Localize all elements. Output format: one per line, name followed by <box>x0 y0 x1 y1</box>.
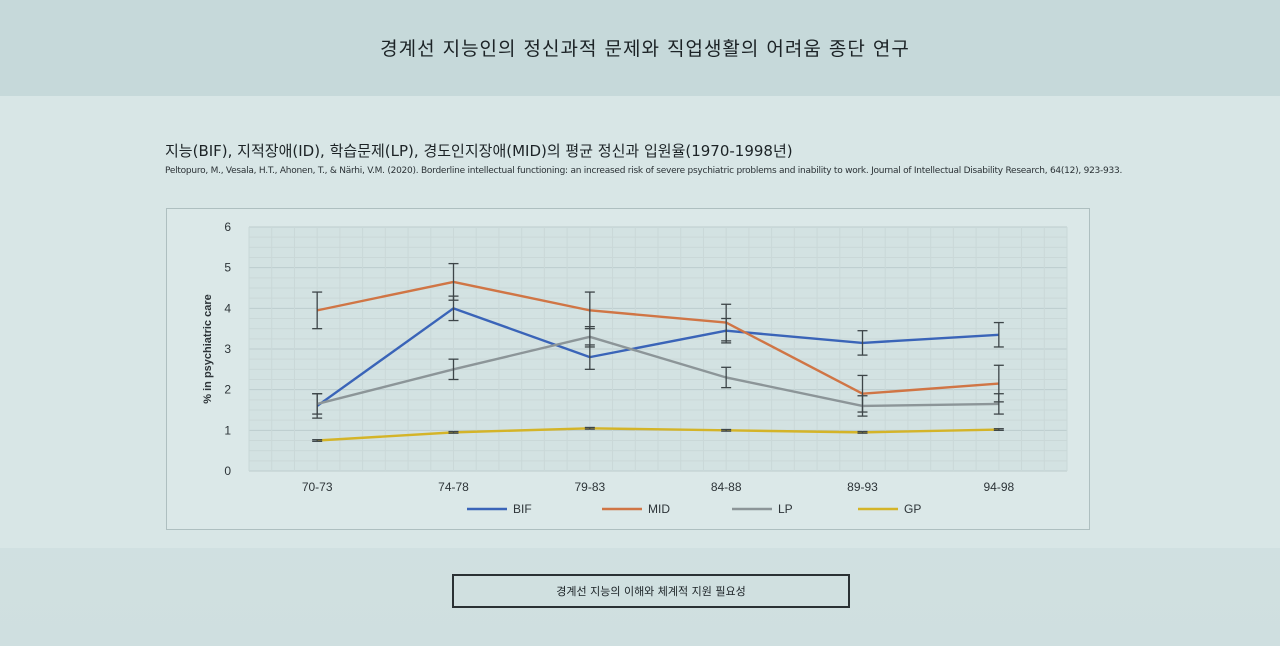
y-tick-label: 2 <box>224 383 231 397</box>
error-bar <box>312 393 323 415</box>
error-bar <box>857 330 868 356</box>
legend-item-bif: BIF <box>467 502 532 516</box>
line-chart: 0 1 2 3 4 5 6 70-73 74-78 79-83 84-88 89-93 94-98 %… <box>202 220 1068 516</box>
error-bar <box>448 358 459 381</box>
y-tick-label: 6 <box>224 220 231 234</box>
error-bar <box>857 430 868 434</box>
x-tick-label: 79-83 <box>574 480 605 494</box>
error-bar <box>312 439 323 442</box>
support-need-button[interactable]: 경계선 지능의 이해와 체계적 지원 필요성 <box>452 574 850 608</box>
series-line-gp <box>317 427 999 442</box>
error-bar <box>721 428 732 432</box>
error-bar <box>993 393 1004 415</box>
y-tick-label: 3 <box>224 342 231 356</box>
error-bar <box>584 325 595 348</box>
legend-label: GP <box>904 502 921 516</box>
legend: BIF MID LP GP <box>467 502 921 516</box>
error-bar <box>448 430 459 434</box>
y-tick-label: 0 <box>224 464 231 478</box>
header-band <box>0 0 1280 96</box>
chart-heading: 지능(BIF), 지적장애(ID), 학습문제(LP), 경도인지장애(MID)… <box>165 142 793 160</box>
series-line-mid <box>316 280 999 395</box>
error-bar <box>312 291 323 330</box>
y-tick-label: 5 <box>224 261 231 275</box>
series-line-bif <box>316 307 999 407</box>
legend-item-mid: MID <box>602 502 670 516</box>
chart-frame: 0 1 2 3 4 5 6 70-73 74-78 79-83 84-88 89-93 94-98 %… <box>166 208 1090 530</box>
error-bar <box>993 428 1004 431</box>
y-tick-label: 4 <box>224 301 231 315</box>
legend-label: BIF <box>513 502 532 516</box>
page-title: 경계선 지능인의 정신과적 문제와 직업생활의 어려움 종단 연구 <box>380 38 910 60</box>
series-gp <box>312 426 1004 442</box>
x-axis-ticks: 70-73 74-78 79-83 84-88 89-93 94-98 <box>302 480 1015 494</box>
legend-label: LP <box>778 502 793 516</box>
error-bar <box>993 321 1004 348</box>
y-axis-title: % in psychiatric care <box>202 294 214 403</box>
x-tick-label: 74-78 <box>438 480 469 494</box>
x-tick-label: 70-73 <box>302 480 333 494</box>
x-tick-label: 89-93 <box>847 480 878 494</box>
citation: Peltopuro, M., Vesala, H.T., Ahonen, T.,… <box>165 166 1123 176</box>
error-bar <box>584 426 595 430</box>
x-tick-label: 94-98 <box>983 480 1014 494</box>
legend-label: MID <box>648 502 670 516</box>
x-tick-label: 84-88 <box>711 480 742 494</box>
series-lp <box>312 325 1004 417</box>
y-axis-ticks: 0 1 2 3 4 5 6 <box>224 220 231 478</box>
error-bar <box>721 366 732 389</box>
legend-item-gp: GP <box>858 502 921 516</box>
series-line-lp <box>316 335 999 408</box>
error-bar <box>448 262 459 301</box>
series-lines <box>312 262 1004 442</box>
error-bar <box>721 303 732 342</box>
error-bar <box>857 395 868 417</box>
y-tick-label: 1 <box>224 423 231 437</box>
series-mid <box>312 262 1004 413</box>
legend-item-lp: LP <box>732 502 793 516</box>
